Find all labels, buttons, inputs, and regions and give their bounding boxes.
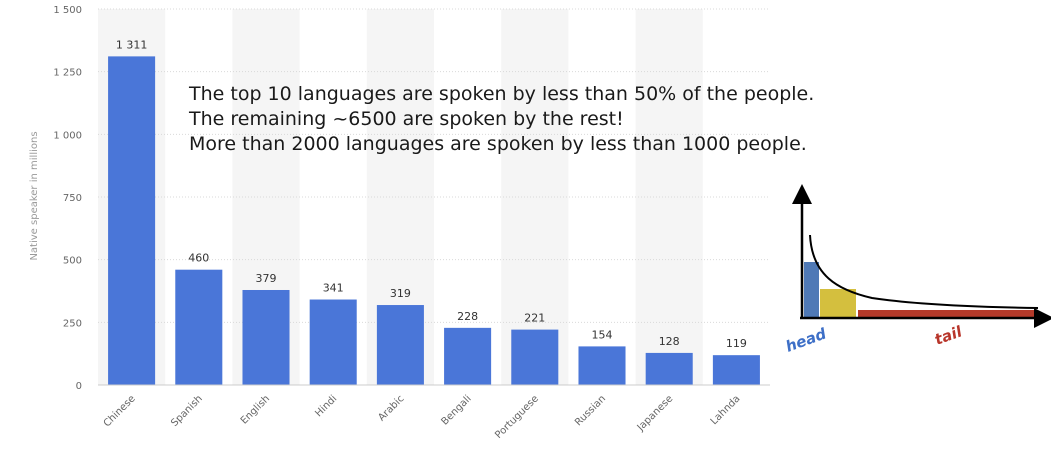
bar-portuguese	[511, 329, 559, 385]
annotation-text: The top 10 languages are spoken by less …	[189, 82, 869, 157]
value-label: 154	[592, 328, 613, 341]
value-label: 460	[188, 252, 209, 265]
bar-arabic	[376, 305, 424, 385]
annotation-line-3: More than 2000 languages are spoken by l…	[189, 133, 807, 155]
head-label: head	[783, 324, 829, 355]
y-tick-label: 500	[63, 256, 82, 267]
long-tail-curve	[809, 234, 1039, 309]
bar-hindi	[309, 299, 357, 385]
y-axis-title: Native speaker in millions	[29, 131, 40, 260]
bar-russian	[578, 346, 626, 385]
x-tick-label: Russian	[573, 393, 608, 428]
annotation-line-2: The remaining ~6500 are spoken by the re…	[189, 108, 624, 130]
head-bar	[804, 262, 819, 317]
value-label: 221	[524, 312, 545, 325]
value-label: 1 311	[116, 38, 148, 51]
y-tick-label: 1 250	[53, 68, 82, 79]
bar-english	[242, 289, 290, 385]
long-tail-diagram: head tail	[783, 184, 1051, 356]
bar-lahnda	[712, 355, 760, 385]
mid-bar	[820, 289, 856, 317]
y-tick-label: 1 500	[53, 5, 82, 16]
x-tick-label: Hindi	[313, 393, 339, 419]
tail-label: tail	[932, 322, 965, 349]
column-band	[635, 9, 703, 385]
x-axis-labels: Chinese Spanish English Hindi Arabic Bengali P…	[102, 393, 743, 441]
value-label: 319	[390, 287, 411, 300]
tail-bar	[858, 310, 1038, 317]
bar-chart: 0 250 500 750 1 000 1 250 1 500 1 311 460 379 341…	[29, 5, 770, 441]
y-tick-label: 750	[63, 193, 82, 204]
bar-bengali	[444, 327, 492, 385]
value-label: 341	[323, 282, 344, 295]
y-tick-label: 1 000	[53, 130, 82, 141]
x-tick-label: Chinese	[102, 393, 138, 429]
bar-chinese	[108, 56, 156, 385]
y-tick-label: 0	[76, 381, 82, 392]
value-labels: 1 311 460 379 341 319 228 221 154 128 119	[116, 38, 747, 350]
y-tick-label: 250	[63, 318, 82, 329]
x-tick-label: Portuguese	[493, 393, 541, 441]
annotation-line-1: The top 10 languages are spoken by less …	[189, 83, 815, 105]
x-tick-label: English	[239, 393, 272, 426]
x-tick-label: Bengali	[440, 393, 474, 427]
x-tick-label: Spanish	[169, 393, 205, 429]
bar-spanish	[175, 269, 223, 385]
y-axis-ticks: 0 250 500 750 1 000 1 250 1 500	[53, 5, 82, 392]
bar-japanese	[645, 352, 693, 385]
x-tick-label: Japanese	[635, 393, 676, 434]
value-label: 228	[457, 310, 478, 323]
value-label: 119	[726, 337, 747, 350]
x-tick-label: Lahnda	[709, 393, 743, 427]
x-tick-label: Arabic	[376, 393, 406, 423]
column-band	[501, 9, 569, 385]
value-label: 379	[256, 272, 277, 285]
bars	[108, 56, 760, 385]
value-label: 128	[659, 335, 680, 348]
